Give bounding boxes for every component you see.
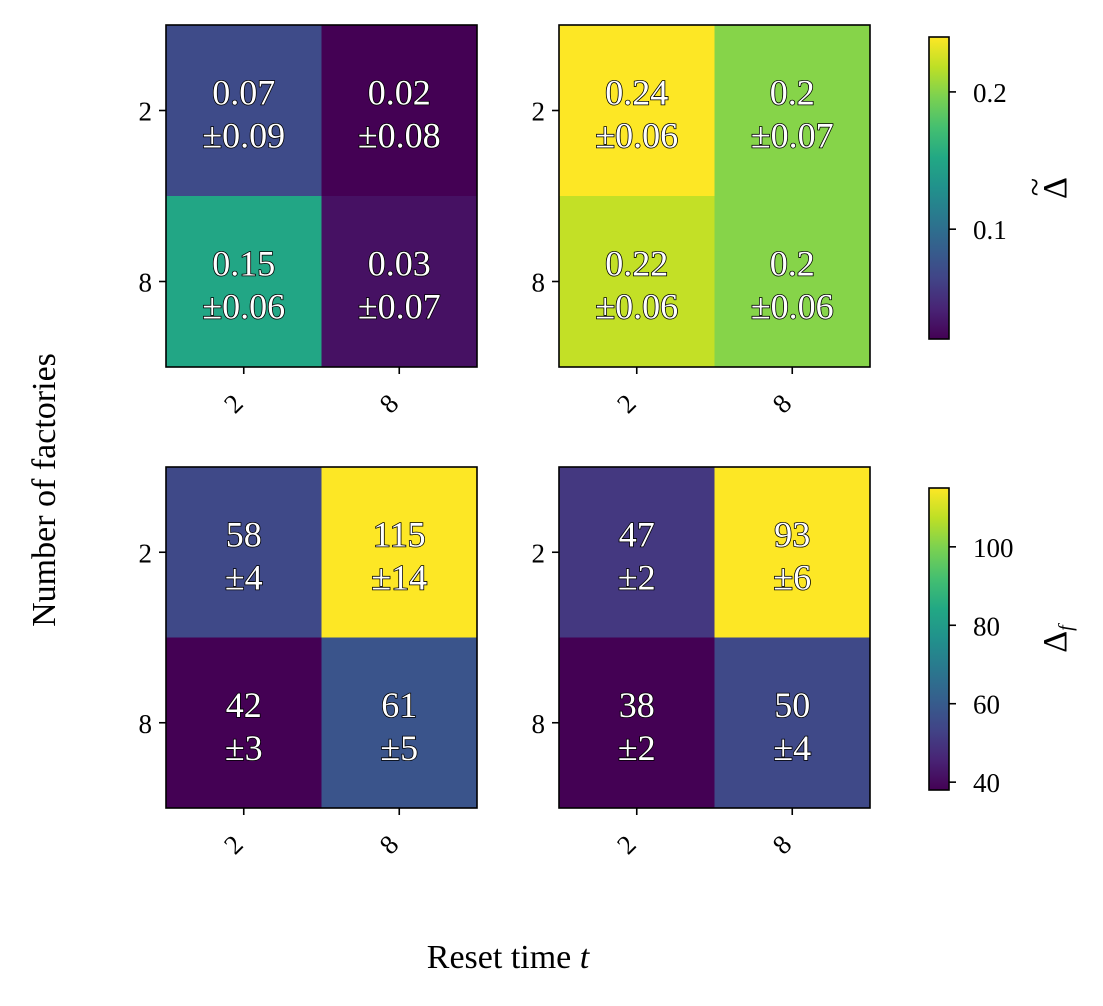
heatmap-top-left: 0.07±0.09 0.02±0.08 0.15±0.06 0.03±0.07 2 8 2 8 xyxy=(139,24,478,419)
cell-error-label: ±5 xyxy=(380,728,418,768)
x-tick-label: 8 xyxy=(767,829,798,860)
heatmap-cell xyxy=(166,25,322,197)
cell-error-label: ±3 xyxy=(225,728,263,768)
x-tick-label: 2 xyxy=(611,388,642,419)
heatmap-cell xyxy=(559,196,715,368)
colorbar-tick-label: 0.2 xyxy=(973,78,1007,108)
cell-error-label: ±4 xyxy=(773,728,811,768)
cell-value-label: 61 xyxy=(381,685,417,725)
cell-error-label: ±0.06 xyxy=(202,287,285,327)
cell-value-label: 50 xyxy=(774,685,810,725)
cell-value-label: 47 xyxy=(619,514,655,554)
colorbar-gradient xyxy=(928,487,950,791)
cell-value-label: 0.22 xyxy=(605,244,668,284)
cell-error-label: ±6 xyxy=(773,557,811,597)
heatmap-cell xyxy=(321,196,478,368)
colorbar-tick-label: 60 xyxy=(973,690,1000,720)
heatmap-cell xyxy=(166,637,322,809)
y-axis-title: Number of factories xyxy=(26,353,63,627)
heatmap-cell xyxy=(321,637,478,809)
heatmap-cell xyxy=(714,467,871,638)
cell-value-label: 42 xyxy=(226,685,262,725)
colorbar-tick-label: 40 xyxy=(973,768,1000,798)
cell-error-label: ±0.06 xyxy=(595,287,678,327)
cell-value-label: 0.2 xyxy=(770,73,815,113)
heatmap-cell xyxy=(321,25,478,197)
colorbars: 0.1 0.2 Δ~40 60 80 100 Δf xyxy=(928,36,1077,798)
y-tick-label: 8 xyxy=(532,709,546,739)
colorbar-title-accent: ~ xyxy=(1017,178,1054,196)
y-tick-label: 2 xyxy=(532,97,546,127)
y-tick-label: 8 xyxy=(139,709,153,739)
y-tick-label: 8 xyxy=(139,268,153,298)
x-tick-label: 8 xyxy=(767,388,798,419)
heatmap-cell xyxy=(559,637,715,809)
colorbar-tick-label: 100 xyxy=(973,533,1014,563)
colorbar-title: Δ xyxy=(1037,177,1074,199)
x-axis-title: Reset time t xyxy=(427,939,591,976)
cell-error-label: ±2 xyxy=(618,728,656,768)
cell-error-label: ±0.08 xyxy=(358,116,441,156)
colorbar-delta-f: 40 60 80 100 Δf xyxy=(928,487,1077,798)
y-tick-label: 2 xyxy=(532,538,546,568)
cell-value-label: 115 xyxy=(373,514,426,554)
heatmap-cell xyxy=(559,25,715,197)
cell-error-label: ±0.07 xyxy=(358,287,441,327)
cell-error-label: ±0.07 xyxy=(751,116,834,156)
x-tick-label: 8 xyxy=(374,388,405,419)
heatmap-cell xyxy=(714,637,871,809)
cell-value-label: 0.02 xyxy=(368,73,431,113)
colorbar-title: Δf xyxy=(1037,623,1077,653)
cell-value-label: 0.07 xyxy=(212,73,275,113)
y-tick-label: 2 xyxy=(139,97,153,127)
y-tick-label: 8 xyxy=(532,268,546,298)
heatmap-cell xyxy=(321,467,478,638)
heatmap-cell xyxy=(166,467,322,638)
heatmap-cell xyxy=(714,196,871,368)
heatmap-frame xyxy=(165,466,478,809)
cell-value-label: 0.2 xyxy=(770,244,815,284)
heatmap-frame xyxy=(558,466,871,809)
heatmap-frame xyxy=(558,24,871,368)
cell-error-label: ±0.06 xyxy=(751,287,834,327)
y-tick-label: 2 xyxy=(139,538,153,568)
cell-value-label: 58 xyxy=(226,514,262,554)
heatmap-frame xyxy=(165,24,478,368)
cell-error-label: ±2 xyxy=(618,557,656,597)
x-tick-label: 2 xyxy=(218,829,249,860)
heatmap-cell xyxy=(166,196,322,368)
x-tick-label: 8 xyxy=(374,829,405,860)
colorbar-gradient xyxy=(928,36,950,340)
cell-value-label: 93 xyxy=(774,514,810,554)
x-tick-label: 2 xyxy=(611,829,642,860)
cell-value-label: 0.15 xyxy=(212,244,275,284)
heatmap-cell xyxy=(714,25,871,197)
cell-value-label: 0.03 xyxy=(368,244,431,284)
cell-value-label: 38 xyxy=(619,685,655,725)
cell-error-label: ±0.06 xyxy=(595,116,678,156)
colorbar-delta-tilde: 0.1 0.2 Δ~ xyxy=(928,36,1074,340)
heatmap-cell xyxy=(559,467,715,638)
heatmap-bottom-left: 58±4 115±14 42±3 61±5 2 8 2 8 xyxy=(139,466,478,860)
cell-error-label: ±0.09 xyxy=(202,116,285,156)
cell-error-label: ±14 xyxy=(371,557,427,597)
colorbar-tick-label: 0.1 xyxy=(973,215,1007,245)
colorbar-tick-label: 80 xyxy=(973,611,1000,641)
x-tick-label: 2 xyxy=(218,388,249,419)
cell-value-label: 0.24 xyxy=(605,73,668,113)
cell-error-label: ±4 xyxy=(225,557,263,597)
